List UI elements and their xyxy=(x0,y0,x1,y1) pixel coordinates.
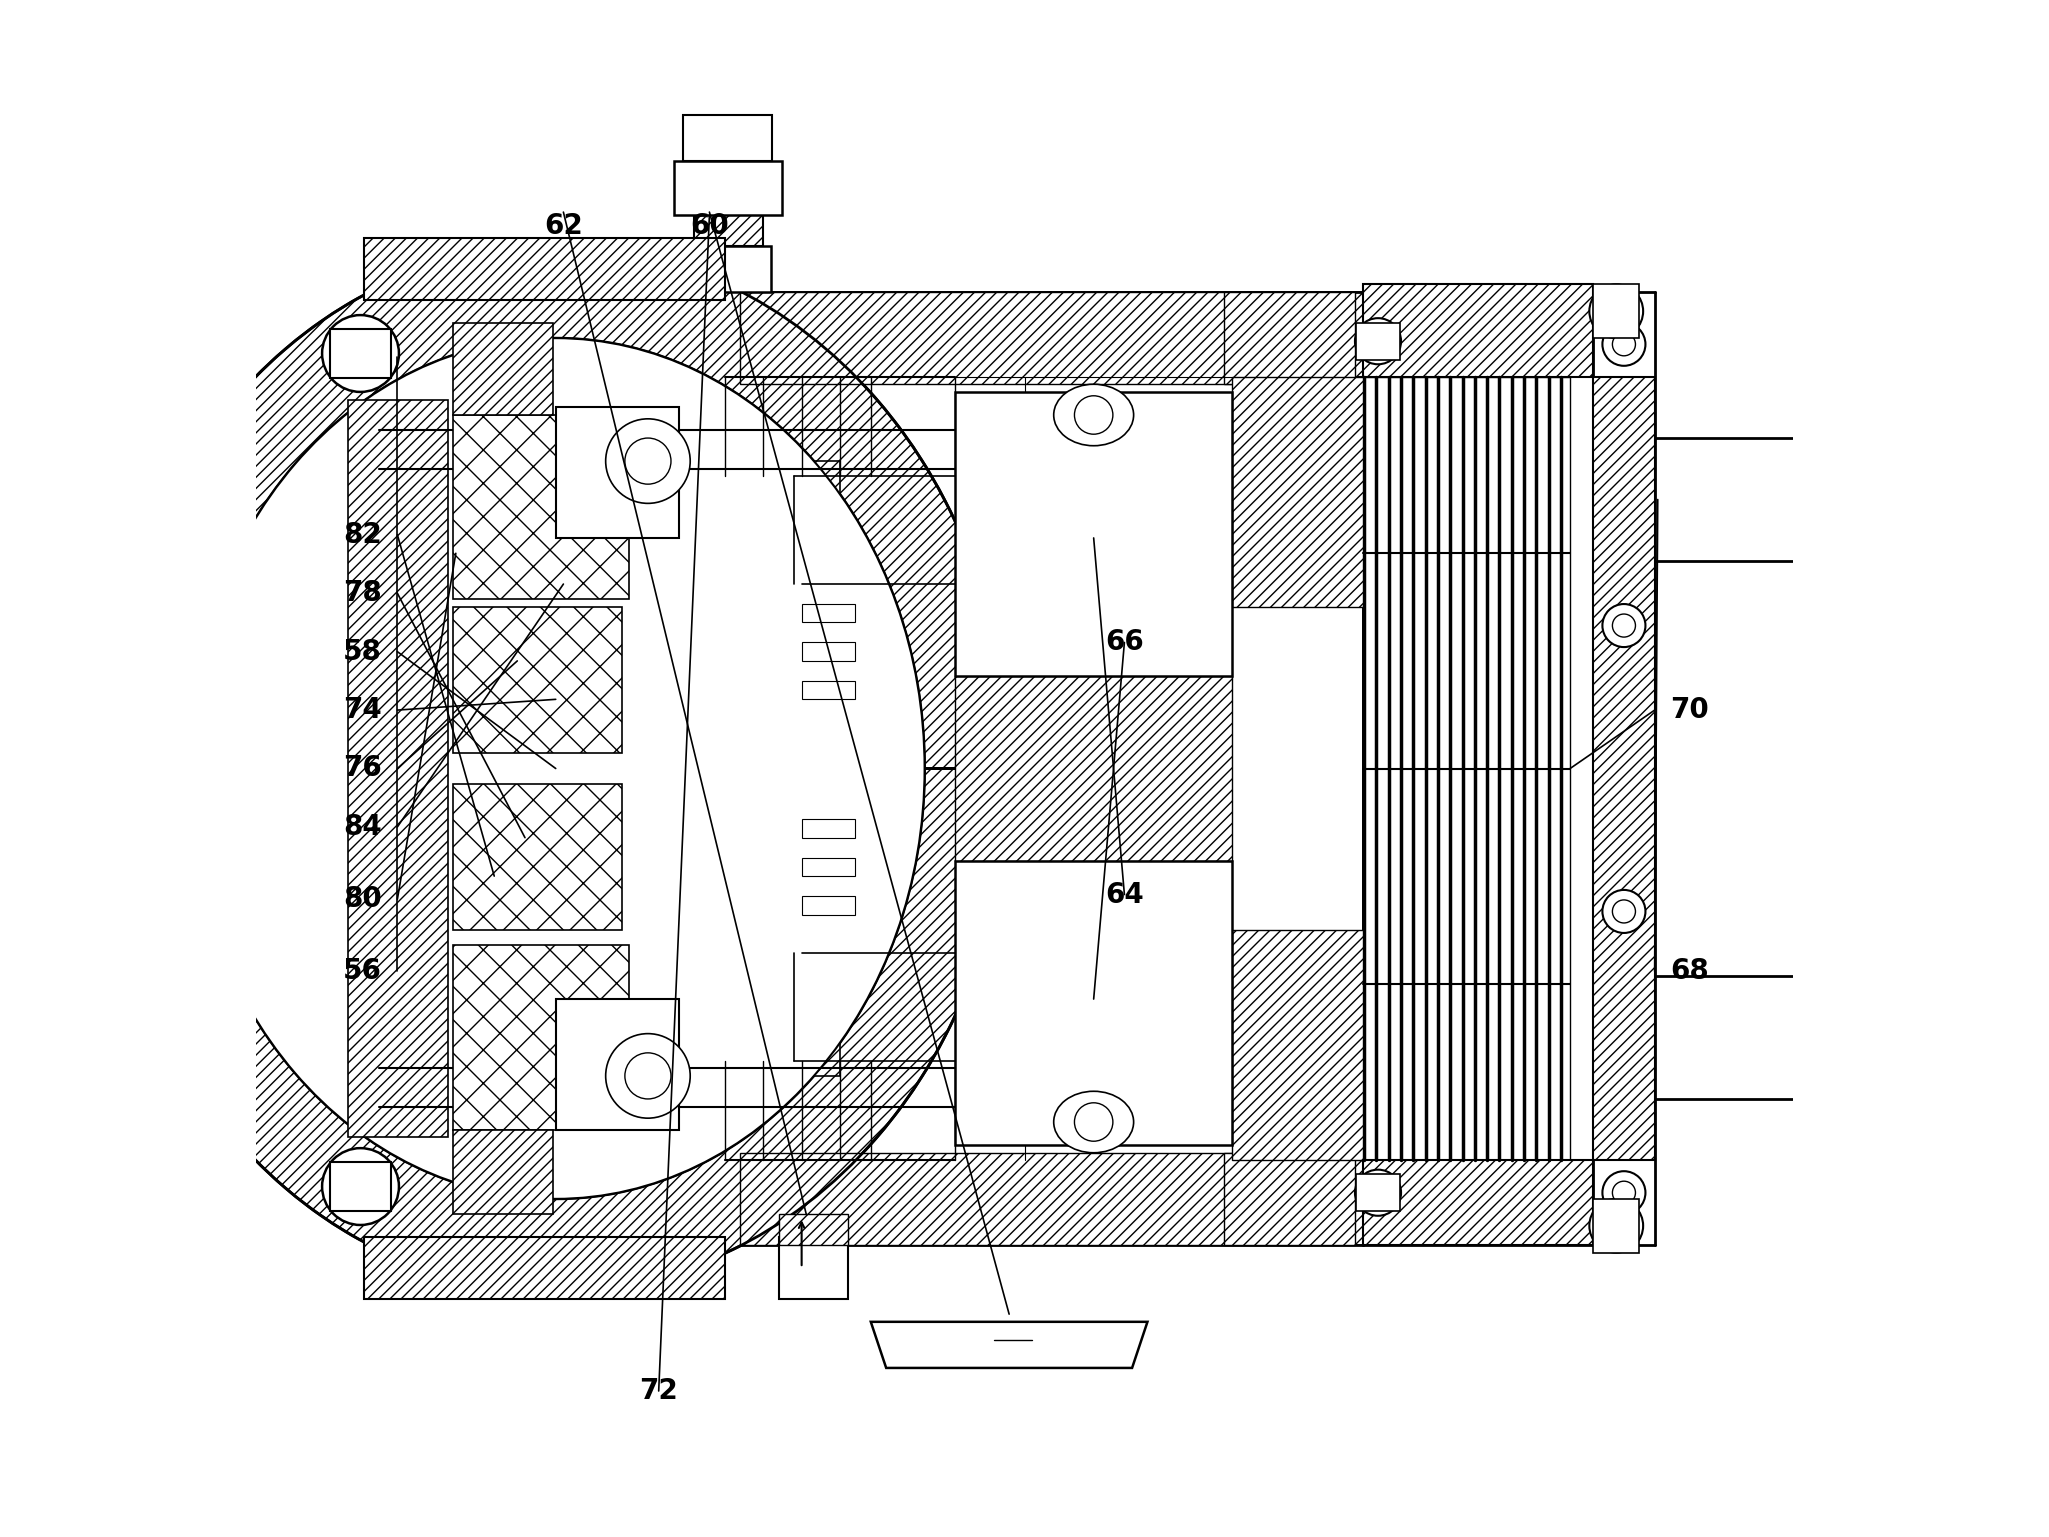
Ellipse shape xyxy=(1354,1170,1402,1216)
Ellipse shape xyxy=(322,315,400,392)
Bar xyxy=(453,784,621,930)
Bar xyxy=(453,945,629,1130)
Bar xyxy=(330,329,391,378)
Text: 60: 60 xyxy=(691,212,729,240)
Bar xyxy=(779,1237,848,1299)
Ellipse shape xyxy=(1613,334,1635,355)
Ellipse shape xyxy=(1613,899,1635,922)
Ellipse shape xyxy=(1074,395,1113,435)
Bar xyxy=(1356,1174,1399,1211)
Polygon shape xyxy=(102,246,1008,1291)
Bar xyxy=(695,215,762,246)
Text: 62: 62 xyxy=(545,212,582,240)
Text: 80: 80 xyxy=(344,885,381,913)
Bar xyxy=(1594,377,1656,1160)
Polygon shape xyxy=(871,1322,1147,1368)
Text: 70: 70 xyxy=(1670,696,1709,724)
Bar xyxy=(1363,284,1594,377)
Bar xyxy=(740,1153,1340,1245)
Bar xyxy=(1656,976,1801,1099)
Ellipse shape xyxy=(1602,604,1645,647)
Bar xyxy=(779,1214,848,1245)
Ellipse shape xyxy=(1613,613,1635,636)
Text: 56: 56 xyxy=(342,958,381,985)
Bar xyxy=(1363,1160,1594,1245)
Bar xyxy=(955,861,1231,1145)
Bar xyxy=(555,999,678,1130)
Bar xyxy=(740,292,1340,384)
Text: 66: 66 xyxy=(1104,629,1143,656)
Ellipse shape xyxy=(607,1033,691,1119)
Bar xyxy=(1231,377,1363,607)
Bar xyxy=(1225,1153,1354,1245)
Ellipse shape xyxy=(1602,1171,1645,1214)
Ellipse shape xyxy=(1613,1180,1635,1205)
Bar xyxy=(801,604,854,622)
Bar xyxy=(725,461,840,692)
Bar xyxy=(330,1162,391,1211)
Ellipse shape xyxy=(1053,1091,1133,1153)
Text: 64: 64 xyxy=(1104,881,1143,908)
Bar xyxy=(801,642,854,661)
Text: 82: 82 xyxy=(344,521,381,549)
Bar xyxy=(363,1237,725,1299)
Bar xyxy=(955,676,1231,861)
Bar xyxy=(801,681,854,699)
Bar xyxy=(1656,438,1801,561)
Ellipse shape xyxy=(1590,284,1643,338)
Bar xyxy=(725,292,1363,377)
Ellipse shape xyxy=(625,438,670,484)
Bar xyxy=(801,858,854,876)
Ellipse shape xyxy=(1590,1199,1643,1253)
Ellipse shape xyxy=(607,420,691,504)
Text: 72: 72 xyxy=(639,1377,678,1405)
Text: 78: 78 xyxy=(344,579,381,607)
Bar xyxy=(801,819,854,838)
Bar xyxy=(801,896,854,915)
Ellipse shape xyxy=(322,1148,400,1225)
Text: 84: 84 xyxy=(344,813,381,841)
Bar xyxy=(682,115,772,161)
Bar xyxy=(453,1130,553,1214)
Text: 74: 74 xyxy=(344,696,381,724)
Ellipse shape xyxy=(1602,323,1645,366)
Bar xyxy=(725,1160,1363,1245)
Bar xyxy=(1363,377,1570,1160)
Bar xyxy=(1594,284,1639,338)
Ellipse shape xyxy=(625,1053,670,1099)
Ellipse shape xyxy=(1602,890,1645,933)
Bar xyxy=(555,407,678,538)
Bar xyxy=(955,392,1231,676)
Ellipse shape xyxy=(186,338,924,1199)
Bar xyxy=(453,415,629,599)
Bar xyxy=(1225,292,1354,384)
Bar xyxy=(686,246,770,292)
Ellipse shape xyxy=(1074,1104,1113,1140)
Bar xyxy=(725,845,840,1076)
Ellipse shape xyxy=(1354,318,1402,364)
Text: 58: 58 xyxy=(342,638,381,666)
Text: 76: 76 xyxy=(344,755,381,782)
Bar xyxy=(363,238,725,300)
Bar xyxy=(674,161,781,215)
Text: 68: 68 xyxy=(1670,958,1709,985)
Bar xyxy=(1594,1199,1639,1253)
Bar xyxy=(453,607,621,753)
Bar xyxy=(453,323,553,415)
Bar xyxy=(348,400,449,1137)
Ellipse shape xyxy=(1053,384,1133,446)
Bar xyxy=(1231,930,1363,1160)
Bar xyxy=(1356,323,1399,360)
